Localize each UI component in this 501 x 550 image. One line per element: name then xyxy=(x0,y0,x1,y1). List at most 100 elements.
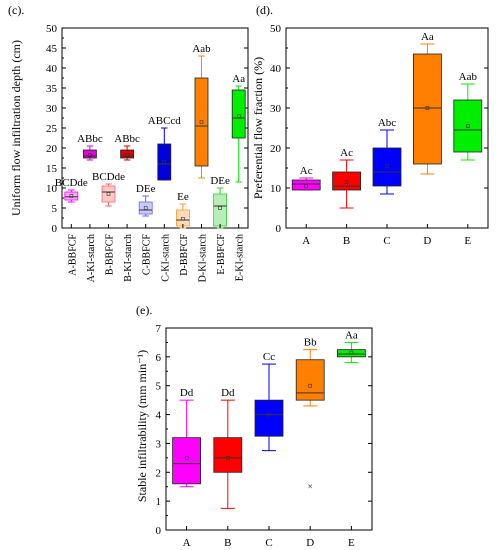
mean-marker xyxy=(267,412,271,417)
x-tick-label: E xyxy=(464,235,471,247)
y-tick-label: 4 xyxy=(156,410,162,422)
mean-marker xyxy=(88,153,92,157)
mean-marker xyxy=(218,206,222,210)
mean-marker xyxy=(226,456,230,460)
y-tick-label: 1 xyxy=(156,496,162,508)
mean-marker xyxy=(344,180,349,184)
box-e-bbfcf: DEe xyxy=(210,175,230,229)
y-tick-label: 20 xyxy=(46,143,58,155)
significance-label: BCDde xyxy=(92,171,125,183)
box-e-ki-starch: Aa xyxy=(231,73,246,183)
mean-marker xyxy=(106,192,111,196)
y-tick-label: 25 xyxy=(46,123,58,135)
significance-label: Bb xyxy=(304,337,317,349)
mean-marker xyxy=(143,206,148,210)
significance-label: ABbc xyxy=(114,133,140,145)
box-body xyxy=(372,147,402,187)
x-tick-label: A-BBFCF xyxy=(67,234,78,276)
y-tick-label: 0 xyxy=(52,223,58,235)
x-tick-label: C xyxy=(265,537,272,549)
box-c: Cc xyxy=(254,351,284,452)
box-a-ki-starch: ABbc xyxy=(77,133,103,161)
x-tick-label: D-BBFCF xyxy=(179,234,190,276)
box-d: × Bb xyxy=(295,337,325,492)
box-body xyxy=(64,191,79,201)
y-tick-label: 45 xyxy=(46,43,58,55)
panel-label: (d). xyxy=(256,3,273,17)
y-tick-label: 2 xyxy=(156,467,162,479)
significance-label: DEe xyxy=(136,183,156,195)
box-tint xyxy=(213,194,227,226)
y-tick-label: 20 xyxy=(270,143,282,155)
box-b: Dd xyxy=(213,387,243,509)
x-tick-label: D xyxy=(423,235,431,247)
panel-c-uniform-flow-depth: (c). Uniform flow infiltration depth (cm)… xyxy=(8,3,249,282)
x-tick-label: A xyxy=(302,235,310,247)
box-body xyxy=(453,99,483,153)
box-e: Aab xyxy=(453,71,483,161)
box-body xyxy=(254,399,284,437)
y-tick-label: 10 xyxy=(46,183,58,195)
y-tick-label: 40 xyxy=(270,63,282,75)
significance-label: Aab xyxy=(192,43,211,55)
box-body xyxy=(83,149,97,159)
y-tick-label: 3 xyxy=(156,438,162,450)
x-tick-label: B xyxy=(224,537,231,549)
y-tick-label: 6 xyxy=(156,352,162,364)
mean-marker xyxy=(69,194,74,198)
box-body xyxy=(157,143,172,181)
box-body xyxy=(120,149,134,159)
y-tick-label: 50 xyxy=(46,23,58,35)
x-tick-label: B-BBFCF xyxy=(105,234,116,276)
y-axis-label: Stable infiltrability (mm min⁻¹) xyxy=(135,350,149,502)
mean-marker xyxy=(425,106,430,110)
box-tint xyxy=(176,210,190,226)
box-b-bbfcf: BCDde xyxy=(92,171,125,207)
significance-label: DEe xyxy=(210,175,230,187)
box-a: Ac xyxy=(291,165,321,191)
significance-label: Aa xyxy=(421,31,434,43)
x-tick-label: C-BBFCF xyxy=(142,234,153,276)
y-tick-label: 40 xyxy=(46,63,58,75)
significance-label: Aa xyxy=(232,73,245,85)
box-b: Ac xyxy=(332,147,362,209)
x-tick-label: D xyxy=(306,537,314,549)
mean-marker xyxy=(181,217,185,221)
x-tick-label: B xyxy=(343,235,350,247)
y-axis-label: Preferential flow fraction (%) xyxy=(251,57,265,199)
box-body xyxy=(172,437,202,485)
box-body xyxy=(412,53,442,165)
box-d-ki-starch: Aab xyxy=(192,43,211,179)
significance-label: ABbc xyxy=(77,133,103,145)
panel-d-preferential-flow-fraction: (d). Preferential flow fraction (%) 0 10 20 3… xyxy=(251,3,489,247)
box-b-ki-starch: ABbc xyxy=(114,133,140,161)
panel-e-stable-infiltrability: (e). Stable infiltrability (mm min⁻¹) 0 1 2 3… xyxy=(135,303,373,549)
box-body xyxy=(231,89,246,139)
mean-marker xyxy=(199,120,204,124)
y-tick-label: 30 xyxy=(46,103,58,115)
y-tick-label: 0 xyxy=(276,223,282,235)
mean-marker xyxy=(162,160,167,164)
box-body xyxy=(295,359,325,401)
mean-marker xyxy=(236,114,241,118)
significance-label: Aab xyxy=(459,71,478,83)
mean-marker xyxy=(125,153,129,157)
panel-label: (e). xyxy=(136,303,152,317)
mean-marker xyxy=(385,164,389,168)
outlier-marker: × xyxy=(308,482,313,492)
mean-marker xyxy=(465,124,470,128)
panel-label: (c). xyxy=(8,3,24,17)
significance-label: ABCcd xyxy=(148,115,182,127)
y-tick-label: 5 xyxy=(52,203,58,215)
box-body xyxy=(291,179,321,191)
box-a-bbfcf: BCDde xyxy=(55,177,88,203)
significance-label: Abc xyxy=(378,117,396,129)
box-d-bbfcf: Ee xyxy=(175,191,190,229)
x-tick-label: E-KI-starch xyxy=(235,234,246,281)
significance-label: Ac xyxy=(340,147,353,159)
y-tick-label: 35 xyxy=(46,83,58,95)
box-d: Aa xyxy=(412,31,442,175)
x-tick-label: E-BBFCF xyxy=(216,234,227,275)
box-c: Abc xyxy=(372,117,402,195)
